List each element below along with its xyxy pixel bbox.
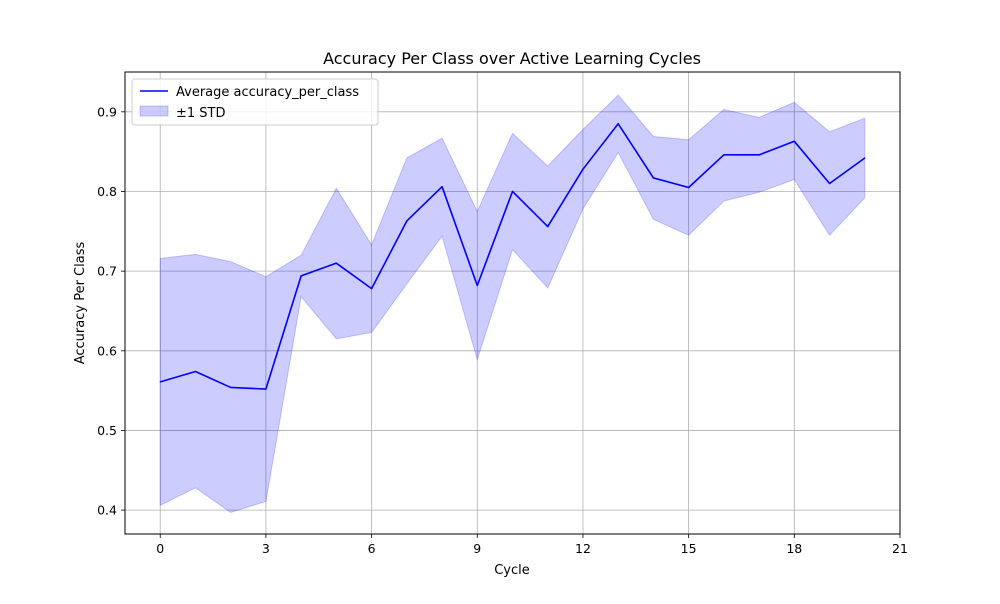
x-tick-label: 15: [681, 541, 697, 556]
x-tick-label: 6: [368, 541, 376, 556]
data-point: [370, 288, 373, 290]
x-tick-label: 0: [156, 541, 164, 556]
legend-label-average: Average accuracy_per_class: [176, 85, 359, 100]
data-point: [828, 182, 831, 185]
data-point: [582, 168, 584, 170]
x-tick-label: 9: [473, 541, 481, 556]
data-point: [617, 123, 619, 125]
data-point: [723, 154, 725, 156]
data-point: [793, 140, 795, 142]
axis-ticks: 0 3 6 9 12 15 18 21 0.4 0.5 0.6 0.7 0.8 0.9: [97, 104, 908, 556]
legend-label-std: ±1 STD: [176, 106, 226, 121]
chart-title: Accuracy Per Class over Active Learning …: [323, 49, 701, 68]
x-tick-label: 21: [892, 541, 908, 556]
data-point: [688, 186, 690, 189]
data-point: [335, 262, 337, 264]
x-tick-label: 3: [262, 541, 270, 556]
std-band-area: [159, 94, 866, 514]
data-point: [194, 370, 197, 373]
x-axis-label: Cycle: [494, 563, 530, 578]
y-axis-label: Accuracy Per Class: [73, 242, 88, 365]
std-band-layer: [159, 94, 866, 514]
y-tick-label: 0.9: [97, 104, 117, 119]
legend-band-swatch: [139, 105, 169, 117]
y-tick-label: 0.8: [97, 184, 117, 199]
data-point: [864, 157, 866, 159]
data-point: [159, 381, 161, 383]
series-line-layer: [159, 122, 866, 390]
legend: Average accuracy_per_class ±1 STD: [131, 78, 379, 126]
data-point: [265, 388, 267, 390]
y-tick-label: 0.7: [97, 264, 117, 279]
data-point: [511, 190, 514, 193]
data-point: [476, 284, 478, 287]
x-tick-label: 18: [786, 541, 802, 556]
data-point: [441, 186, 443, 188]
data-point: [230, 386, 232, 389]
y-tick-label: 0.6: [97, 343, 117, 358]
y-tick-label: 0.4: [97, 503, 117, 518]
data-point: [406, 220, 408, 222]
legend-box: [131, 78, 379, 126]
data-point: [547, 225, 549, 228]
data-point: [300, 275, 302, 277]
y-tick-label: 0.5: [97, 423, 117, 438]
data-point: [652, 177, 655, 179]
plot-area-frame: [124, 71, 901, 535]
x-tick-label: 12: [575, 541, 591, 556]
data-point: [758, 154, 760, 156]
